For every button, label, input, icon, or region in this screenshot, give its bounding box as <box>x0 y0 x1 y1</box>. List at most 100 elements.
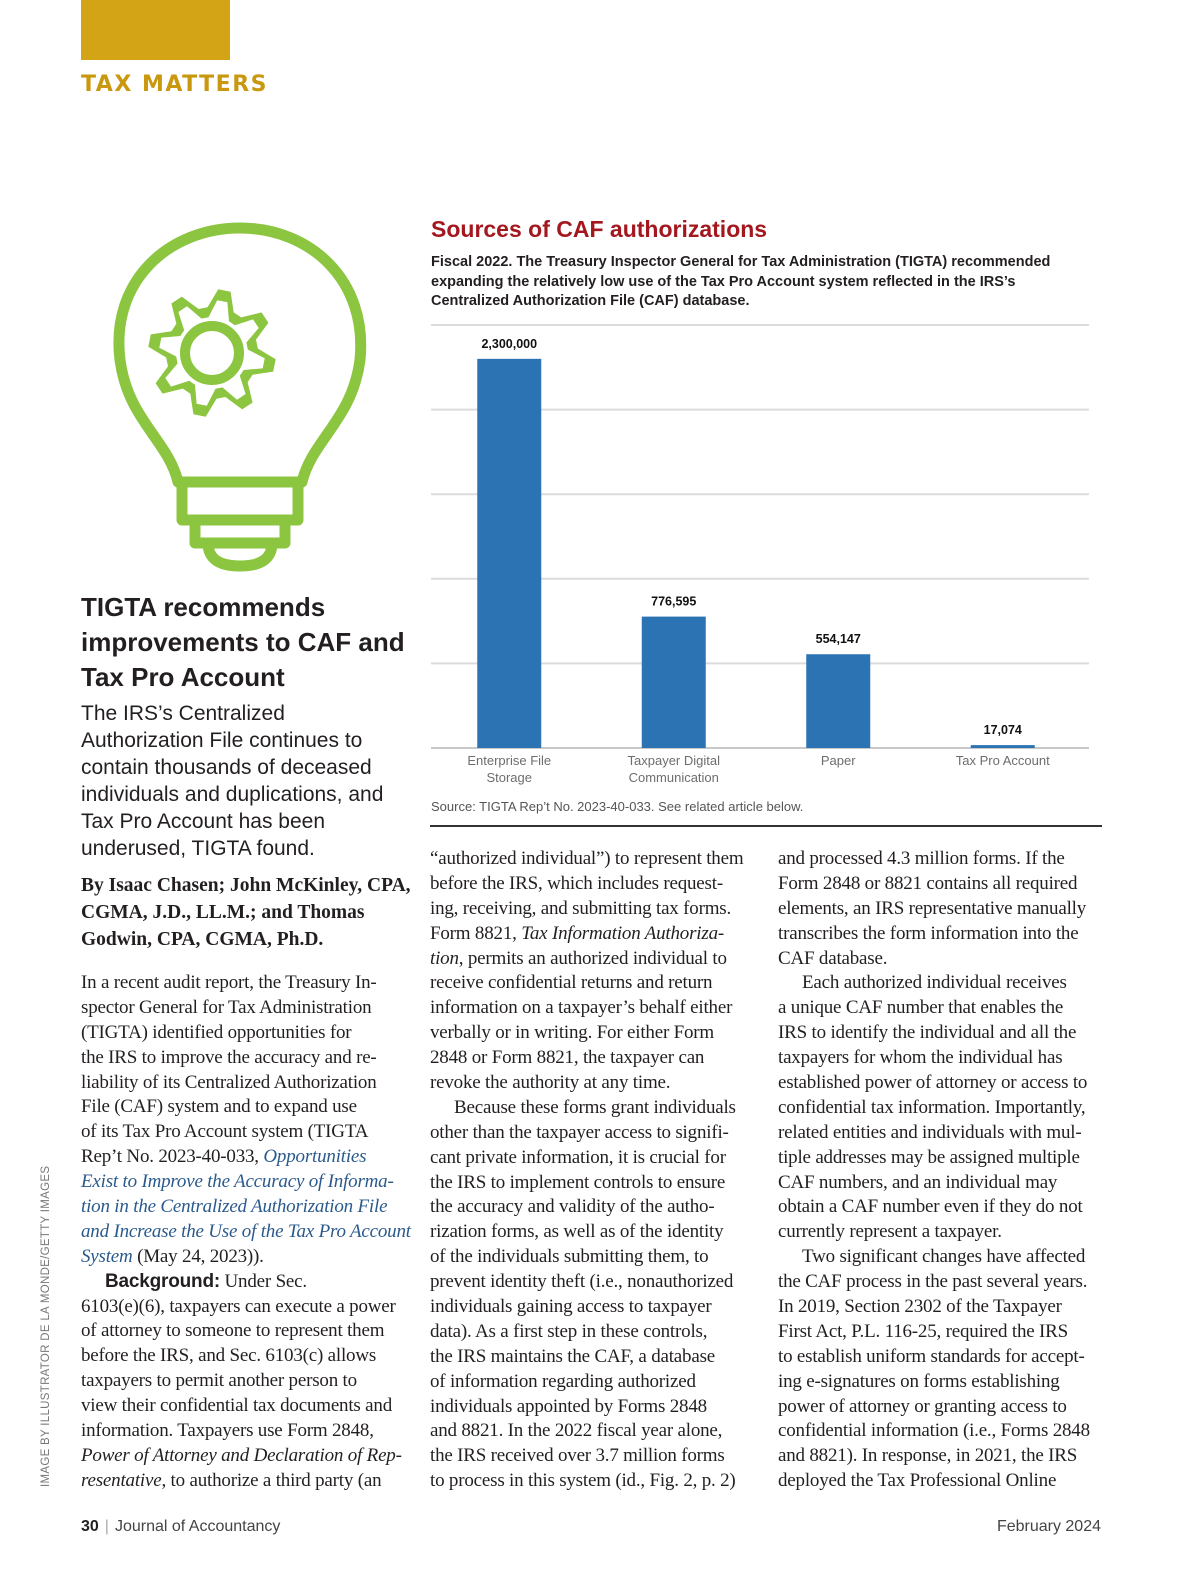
citation-link[interactable]: Exist to Improve the Accuracy of Informa… <box>81 1171 394 1193</box>
text-line: the IRS maintains the CAF, a database <box>430 1345 743 1370</box>
text-run: Two significant changes have affected <box>802 1246 1086 1268</box>
text-line: First Act, P.L. 116-25, required the IRS <box>778 1320 1090 1345</box>
text-line: to process in this system (id., Fig. 2, … <box>430 1469 743 1494</box>
text-line: data). As a first step in these controls… <box>430 1320 743 1345</box>
text-line: (TIGTA) identified opportunities for <box>81 1021 411 1046</box>
bar <box>806 654 871 748</box>
lightbulb-gear-icon <box>113 222 367 572</box>
text-line: spector General for Tax Administration <box>81 996 411 1021</box>
text-line: verbally or in writing. For either Form <box>430 1021 743 1046</box>
text-run: individuals gaining access to taxpayer <box>430 1296 712 1318</box>
bar-chart: 2,300,000 Enterprise File Storage 776,595 Ta… <box>431 324 1089 785</box>
text-line: Rep’t No. 2023-40-033, Opportunities <box>81 1145 411 1170</box>
category-label: Enterprise File <box>467 753 551 768</box>
bulb-base <box>176 476 304 572</box>
citation-link[interactable]: System <box>81 1245 133 1267</box>
text-run: (May 24, 2023)). <box>132 1245 264 1267</box>
text-line: and 8821). In response, in 2021, the IRS <box>778 1444 1090 1469</box>
text-line: In a recent audit report, the Treasury I… <box>81 971 411 996</box>
section-label: TAX MATTERS <box>81 72 268 97</box>
text-run: tiple addresses may be assigned multiple <box>778 1146 1080 1168</box>
text-run: Tax Information Authoriza- <box>521 922 725 944</box>
text-line: a unique CAF number that enables the <box>778 996 1090 1021</box>
text-line: to establish uniform standards for accep… <box>778 1345 1090 1370</box>
chart-title: Sources of CAF authorizations <box>431 216 768 242</box>
text-line: resentative, to authorize a third party … <box>81 1469 411 1494</box>
text-run: and 8821. In the 2022 fiscal year alone, <box>430 1420 723 1442</box>
text-run: , to authorize a third party (an <box>161 1469 382 1491</box>
text-run: related entities and individuals with mu… <box>778 1121 1082 1143</box>
text-line: Exist to Improve the Accuracy of Informa… <box>81 1170 411 1195</box>
gear-inner-shape <box>159 300 265 406</box>
text-run: Because these forms grant individuals <box>454 1096 736 1118</box>
text-line: cant private information, it is crucial … <box>430 1146 743 1171</box>
text-run: view their confidential tax documents an… <box>81 1395 393 1417</box>
text-line: individuals appointed by Forms 2848 <box>430 1395 743 1420</box>
chart-source: Source: TIGTA Rep’t No. 2023-40-033. See… <box>431 799 804 814</box>
citation-link[interactable]: tion in the Centralized Authorization Fi… <box>81 1196 388 1218</box>
text-run: before the IRS, which includes request- <box>430 872 723 894</box>
text-run: IRS to identify the individual and all t… <box>778 1022 1077 1044</box>
text-run: (TIGTA) identified opportunities for <box>81 1021 352 1043</box>
text-line: and processed 4.3 million forms. If the <box>778 847 1090 872</box>
article-deck: The IRS’s Centralized Authorization File… <box>81 702 384 860</box>
article-headline: TIGTA recommends improvements to CAF and… <box>81 592 405 692</box>
text-run: of the individuals submitting them, to <box>430 1246 709 1268</box>
text-line: Two significant changes have affected <box>778 1245 1090 1270</box>
text-line: In 2019, Section 2302 of the Taxpayer <box>778 1295 1090 1320</box>
text-run: taxpayers for whom the individual has <box>778 1047 1063 1069</box>
bar-value-label: 17,074 <box>984 723 1022 737</box>
text-run: Form 2848 or 8821 contains all required <box>778 872 1078 894</box>
text-line: CAF numbers, and an individual may <box>778 1171 1090 1196</box>
text-run: rization forms, as well as of the identi… <box>430 1221 724 1243</box>
text-line: liability of its Centralized Authorizati… <box>81 1071 411 1096</box>
citation-link[interactable]: and Increase the Use of the Tax Pro Acco… <box>81 1220 411 1242</box>
text-run: 6103(e)(6), taxpayers can execute a powe… <box>81 1295 396 1317</box>
bar-value-label: 776,595 <box>651 595 696 609</box>
text-line: confidential information (i.e., Forms 28… <box>778 1419 1090 1444</box>
text-run: currently represent a taxpayer. <box>778 1221 1002 1243</box>
bar-value-label: 2,300,000 <box>481 337 537 351</box>
text-line: before the IRS, which includes request- <box>430 872 743 897</box>
bar-value-label: 554,147 <box>816 632 861 646</box>
page-number: 30 <box>81 1518 99 1535</box>
divider-rule <box>430 825 1102 827</box>
text-run: individuals appointed by Forms 2848 <box>430 1395 707 1417</box>
text-line: individuals gaining access to taxpayer <box>430 1295 743 1320</box>
bar <box>477 358 542 748</box>
text-line: taxpayers to permit another person to <box>81 1369 411 1394</box>
text-run: ing e-signatures on forms establishing <box>778 1370 1060 1392</box>
text-line: System (May 24, 2023)). <box>81 1245 411 1270</box>
text-run: First Act, P.L. 116-25, required the IRS <box>778 1320 1068 1342</box>
text-line: IRS to identify the individual and all t… <box>778 1021 1090 1046</box>
text-line: Each authorized individual receives <box>778 971 1090 996</box>
text-line: before the IRS, and Sec. 6103(c) allows <box>81 1344 411 1369</box>
text-line: Power of Attorney and Declaration of Rep… <box>81 1444 411 1469</box>
footer-separator: | <box>104 1518 109 1535</box>
text-run: ing, receiving, and submitting tax forms… <box>430 897 732 919</box>
text-run: CAF database. <box>778 947 888 969</box>
text-line: Background: Under Sec. <box>81 1270 411 1295</box>
text-run: the IRS maintains the CAF, a database <box>430 1345 715 1367</box>
text-line: of information regarding authorized <box>430 1370 743 1395</box>
text-run: Form 8821, <box>430 922 522 944</box>
text-run: receive confidential returns and return <box>430 972 713 994</box>
text-line: File (CAF) system and to expand use <box>81 1095 411 1120</box>
text-run: confidential information (i.e., Forms 28… <box>778 1420 1090 1442</box>
text-run: information. Taxpayers use Form 2848, <box>81 1420 374 1442</box>
citation-link[interactable]: Opportunities <box>263 1146 367 1168</box>
category-label: Paper <box>821 753 856 768</box>
text-run: of its Tax Pro Account system (TIGTA <box>81 1121 369 1143</box>
text-run: taxpayers to permit another person to <box>81 1370 357 1392</box>
text-run: of attorney to someone to represent them <box>81 1320 385 1342</box>
text-line: information. Taxpayers use Form 2848, <box>81 1419 411 1444</box>
text-run: the IRS received over 3.7 million forms <box>430 1445 725 1467</box>
text-line: of its Tax Pro Account system (TIGTA <box>81 1120 411 1145</box>
text-run: the CAF process in the past several year… <box>778 1271 1088 1293</box>
text-line: obtain a CAF number even if they do not <box>778 1195 1090 1220</box>
text-run: and 8821). In response, in 2021, the IRS <box>778 1445 1078 1467</box>
text-line: receive confidential returns and return <box>430 971 743 996</box>
text-run: a unique CAF number that enables the <box>778 997 1064 1019</box>
text-run: the IRS to implement controls to ensure <box>430 1171 726 1193</box>
chart-subtitle: Fiscal 2022. The Treasury Inspector Gene… <box>431 254 1051 309</box>
